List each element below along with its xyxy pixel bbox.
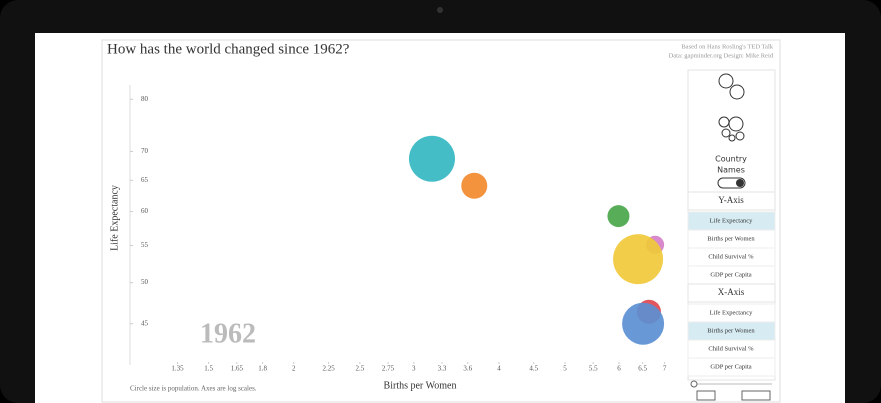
- y-tick-label: 60: [141, 207, 149, 215]
- camera: [437, 7, 443, 13]
- x-axis-label: Births per Women: [384, 380, 457, 391]
- speed-control[interactable]: [741, 390, 771, 401]
- y-tick-label: 80: [141, 95, 149, 103]
- x-tick-label: 5: [563, 365, 567, 373]
- credit: Based on Hans Rosling's TED Talk: [681, 43, 773, 50]
- x-tick-label: 7: [663, 365, 667, 373]
- icon[interactable]: [718, 73, 734, 89]
- axis-option-label: GDP per Capita: [710, 363, 751, 370]
- axis-title: X-Axis: [718, 287, 745, 297]
- x-tick-label: 1.8: [258, 365, 267, 373]
- play-control[interactable]: [696, 390, 716, 401]
- bubble[interactable]: [408, 135, 455, 182]
- slider-handle[interactable]: [690, 380, 698, 388]
- axis-header: [687, 191, 776, 211]
- x-tick-label: 1.65: [231, 365, 244, 373]
- axis-option[interactable]: [687, 357, 776, 377]
- axis-option-label: Births per Women: [707, 327, 755, 334]
- axis-option-label: Child Survival %: [708, 253, 754, 260]
- axis-option-label: Life Expectancy: [710, 309, 754, 316]
- y-axis-label: Life Expectancy: [109, 185, 120, 251]
- footnote: Circle size is population. Axes are log …: [130, 385, 257, 393]
- year-label: 1962: [200, 318, 256, 349]
- axis-option-label: GDP per Capita: [710, 271, 751, 278]
- x-tick-label: 4.5: [529, 365, 538, 373]
- y-tick-label: 70: [141, 147, 149, 155]
- x-tick-label: 4: [497, 365, 501, 373]
- x-tick-label: 2: [292, 365, 296, 373]
- toggle-knob: [736, 179, 744, 187]
- chart-title: How has the world changed since 1962?: [107, 41, 350, 57]
- icon[interactable]: [729, 84, 745, 100]
- bubble[interactable]: [622, 302, 665, 345]
- toggle-label: Country: [715, 155, 747, 164]
- bubble[interactable]: [461, 172, 488, 199]
- x-tick-label: 6: [617, 365, 621, 373]
- x-tick-label: 2.25: [323, 365, 336, 373]
- toggle-label: Names: [717, 166, 745, 175]
- bubble[interactable]: [607, 205, 630, 228]
- x-tick-label: 1.35: [171, 365, 184, 373]
- axis-option-label: Life Expectancy: [710, 217, 754, 224]
- y-tick-label: 45: [141, 319, 149, 327]
- y-tick-label: 55: [141, 241, 149, 249]
- x-tick-label: 1.5: [204, 365, 213, 373]
- y-tick-label: 50: [141, 278, 149, 286]
- axis-option-label: Births per Women: [707, 235, 755, 242]
- axis-title: Y-Axis: [718, 195, 744, 205]
- axis-option-label: Child Survival %: [708, 345, 754, 352]
- x-tick-label: 3.3: [438, 365, 447, 373]
- bubble[interactable]: [613, 234, 664, 285]
- bubble-icon[interactable]: [718, 116, 745, 142]
- chart-frame: [101, 39, 781, 403]
- x-tick-label: 2.5: [355, 365, 364, 373]
- x-tick-label: 3.6: [463, 365, 472, 373]
- y-tick-label: 65: [141, 176, 149, 184]
- x-tick-label: 6.5: [638, 365, 647, 373]
- credit: Data: gapminder.org Design: Mike Reid: [669, 52, 774, 59]
- axis-header: [687, 283, 776, 303]
- x-tick-label: 2.75: [382, 365, 395, 373]
- x-tick-label: 3: [412, 365, 416, 373]
- x-tick-label: 5.5: [589, 365, 598, 373]
